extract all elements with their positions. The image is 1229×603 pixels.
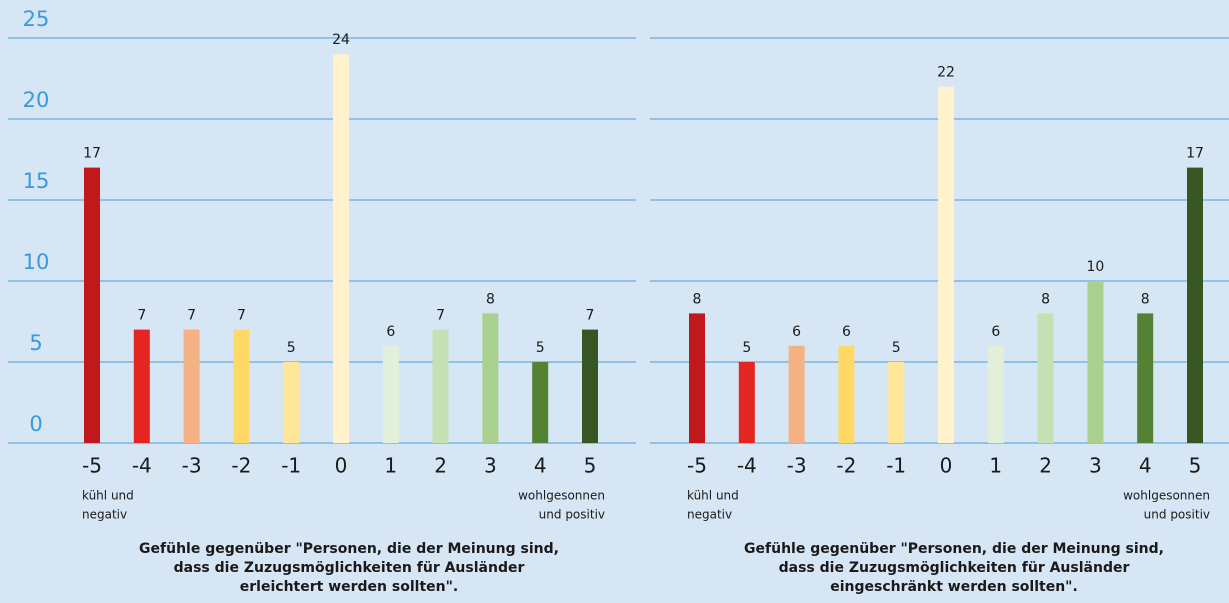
bar	[1037, 313, 1054, 443]
x-tick-label: -1	[886, 454, 906, 478]
bar	[432, 329, 449, 443]
x-tick-label: -1	[281, 454, 301, 478]
x-tick-label: 5	[584, 454, 597, 478]
data-label: 8	[1041, 291, 1050, 307]
bar	[532, 362, 549, 443]
y-tick-label: 0	[29, 412, 42, 436]
caption: Gefühle gegenüber "Personen, die der Mei…	[139, 541, 559, 557]
bar	[838, 345, 855, 443]
x-tick-label: 4	[1139, 454, 1152, 478]
data-label: 17	[83, 146, 101, 162]
axis-note: und positiv	[539, 508, 605, 522]
data-label: 6	[842, 324, 851, 340]
bar	[689, 313, 705, 443]
x-tick-label: 2	[1039, 454, 1052, 478]
caption: dass die Zuzugsmöglichkeiten für Ausländ…	[779, 560, 1130, 576]
axis-note: wohlgesonnen	[518, 489, 605, 503]
bar	[333, 54, 349, 443]
axis-note: wohlgesonnen	[1123, 489, 1210, 503]
x-tick-label: -3	[787, 454, 807, 478]
caption-emphasis: eingeschränkt	[830, 579, 943, 595]
caption-rest: werden sollten".	[943, 579, 1078, 595]
data-label: 5	[536, 340, 545, 356]
data-label: 7	[436, 308, 445, 324]
data-label: 5	[742, 340, 751, 356]
caption: eingeschränkt werden sollten".	[830, 579, 1078, 595]
data-label: 7	[137, 308, 146, 324]
bar	[888, 362, 905, 443]
data-label: 6	[792, 324, 801, 340]
data-label: 8	[486, 291, 495, 307]
data-label: 10	[1086, 259, 1104, 275]
data-label: 5	[892, 340, 901, 356]
x-tick-label: 2	[434, 454, 447, 478]
bar	[1137, 313, 1154, 443]
caption: Gefühle gegenüber "Personen, die der Mei…	[744, 541, 1164, 557]
data-label: 7	[187, 308, 196, 324]
y-tick-label: 15	[23, 169, 50, 193]
bar	[133, 329, 150, 443]
x-tick-label: 1	[989, 454, 1002, 478]
axis-note: und positiv	[1144, 508, 1210, 522]
y-tick-label: 25	[23, 7, 50, 31]
caption: dass die Zuzugsmöglichkeiten für Ausländ…	[174, 560, 525, 576]
x-tick-label: 0	[940, 454, 953, 478]
bar	[84, 167, 100, 443]
x-tick-label: 1	[384, 454, 397, 478]
caption: erleichtert werden sollten".	[240, 579, 458, 595]
bar	[382, 345, 399, 443]
axis-note: kühl und	[82, 489, 134, 503]
bar	[938, 86, 954, 443]
x-tick-label: 3	[1089, 454, 1102, 478]
x-tick-label: -2	[231, 454, 251, 478]
bar	[1187, 167, 1203, 443]
bar	[582, 329, 598, 443]
caption-rest: werden sollten".	[323, 579, 458, 595]
x-tick-label: 0	[335, 454, 348, 478]
bar	[183, 329, 200, 443]
axis-note: negativ	[687, 508, 732, 522]
data-label: 7	[586, 308, 595, 324]
y-tick-label: 5	[29, 331, 42, 355]
bar	[738, 362, 755, 443]
data-label: 6	[991, 324, 1000, 340]
x-tick-label: 3	[484, 454, 497, 478]
x-tick-label: -3	[182, 454, 202, 478]
bar	[482, 313, 499, 443]
data-label: 8	[1141, 291, 1150, 307]
y-tick-label: 20	[23, 88, 50, 112]
axis-note: negativ	[82, 508, 127, 522]
data-label: 6	[386, 324, 395, 340]
data-label: 8	[693, 291, 702, 307]
data-label: 24	[332, 32, 350, 48]
caption-emphasis: erleichtert	[240, 579, 324, 595]
data-label: 7	[237, 308, 246, 324]
bar	[283, 362, 300, 443]
data-label: 22	[937, 65, 955, 81]
x-tick-label: 4	[534, 454, 547, 478]
x-tick-label: -5	[687, 454, 707, 478]
x-tick-label: 5	[1189, 454, 1202, 478]
bar	[233, 329, 250, 443]
x-tick-label: -5	[82, 454, 102, 478]
bar	[1087, 281, 1104, 443]
x-tick-label: -4	[132, 454, 152, 478]
data-label: 5	[287, 340, 296, 356]
x-tick-label: -2	[836, 454, 856, 478]
bar	[788, 345, 805, 443]
x-tick-label: -4	[737, 454, 757, 478]
axis-note: kühl und	[687, 489, 739, 503]
data-label: 17	[1186, 146, 1204, 162]
bar	[987, 345, 1004, 443]
y-tick-label: 10	[23, 250, 50, 274]
